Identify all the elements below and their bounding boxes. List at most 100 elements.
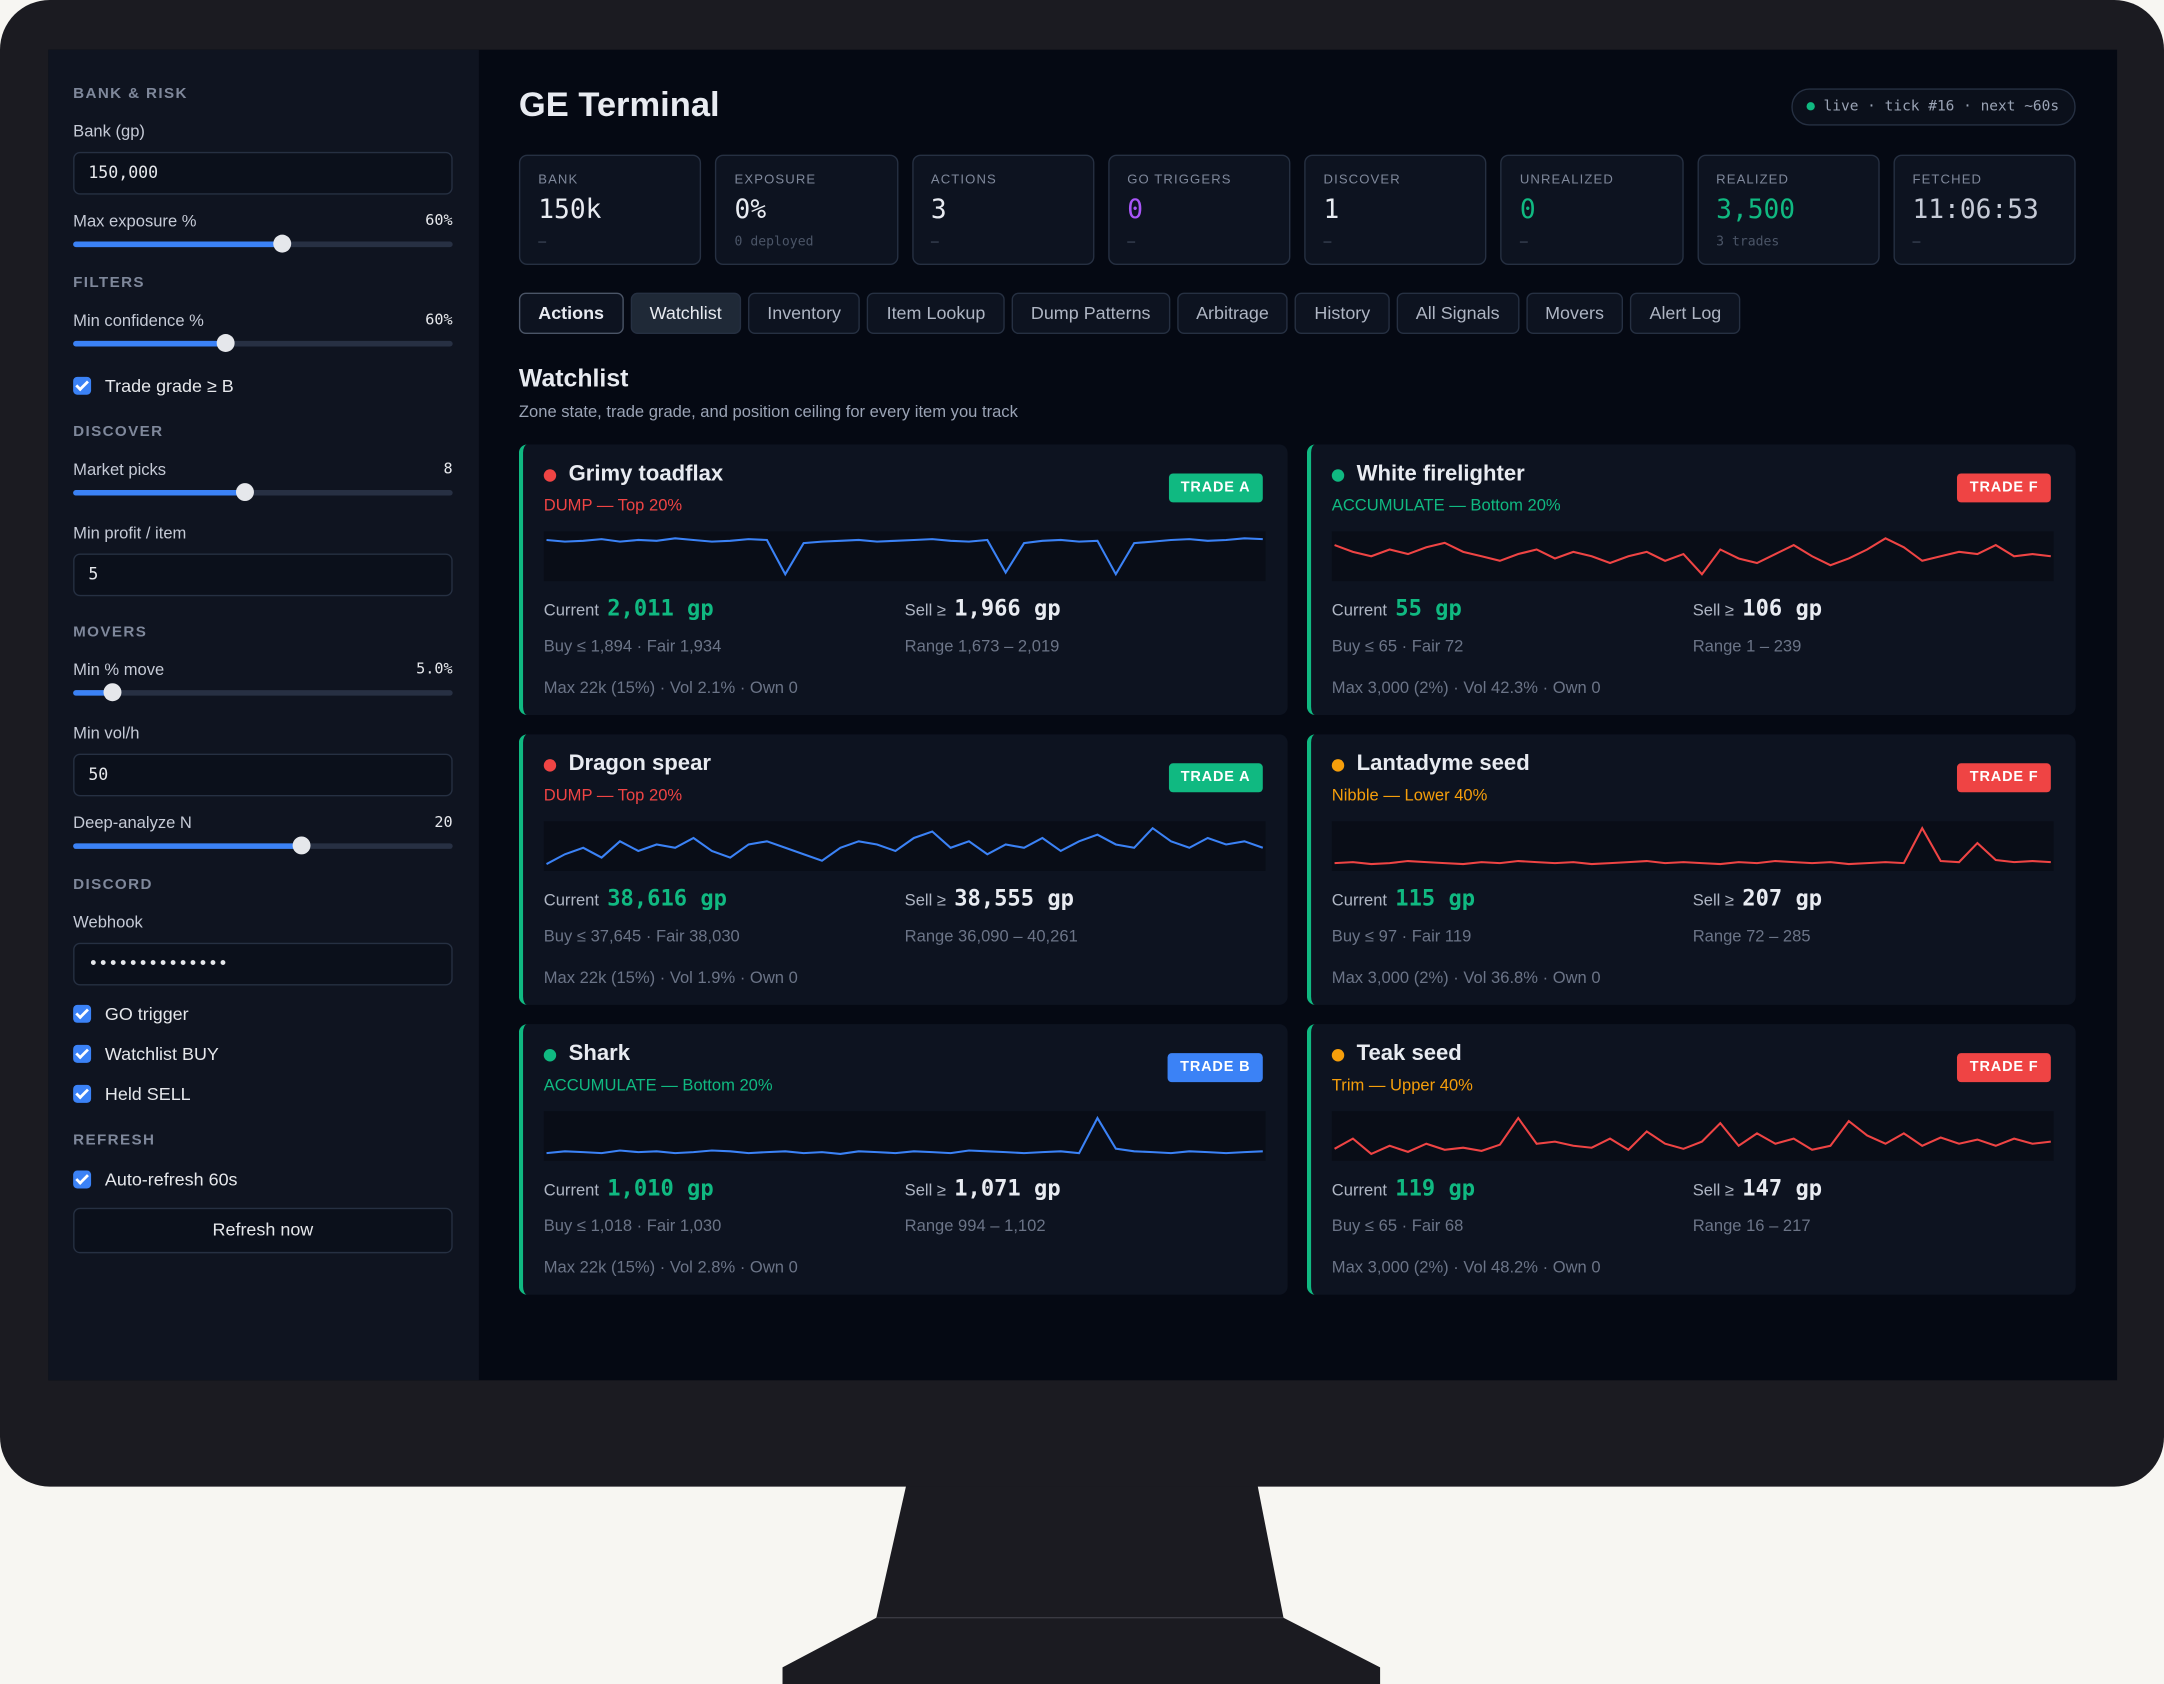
text-input[interactable]: 150,000 (73, 151, 453, 195)
checkbox[interactable]: Watchlist BUY (73, 1042, 453, 1064)
checkbox-box[interactable] (73, 376, 92, 395)
text-input[interactable]: 5 (73, 553, 453, 597)
slider-thumb[interactable] (292, 836, 311, 855)
checkbox-label: Watchlist BUY (104, 1042, 219, 1064)
current-value: 119 gp (1395, 1174, 1476, 1201)
section-heading: REFRESH (73, 1131, 156, 1149)
slider[interactable] (73, 334, 453, 352)
slider-fill (73, 241, 282, 248)
sparkline-path (546, 1115, 1263, 1155)
checkbox-label: Held SELL (104, 1082, 191, 1104)
stat-sub: — (538, 234, 547, 250)
field-label-row: Bank (gp) (73, 121, 453, 140)
stat-sub: — (1519, 234, 1528, 250)
watchlist-card[interactable]: Shark ACCUMULATE — Bottom 20% TRADE B Curre… (518, 1024, 1288, 1295)
item-name-row: White firelighter (1331, 462, 2054, 487)
buy-fair: Buy ≤ 65 · Fair 72 (1331, 636, 1464, 656)
field-label: Bank (gp) (73, 121, 145, 141)
tab[interactable]: All Signals (1396, 292, 1519, 335)
price-row: Current 38,616 gp Buy ≤ 37,645 · Fair 38,0… (544, 885, 1266, 946)
tab[interactable]: Inventory (747, 292, 861, 335)
monitor-frame: BANK & RISK Bank (gp) 150,000 Max exposure … (0, 0, 2164, 1487)
field-label-row: Webhook (73, 912, 453, 931)
stat-card: REALIZED 3,500 3 trades (1696, 154, 1880, 266)
checkbox[interactable]: GO trigger (73, 1002, 453, 1024)
text-input[interactable]: •••••••••••••• (73, 942, 453, 986)
tab[interactable]: Arbitrage (1176, 292, 1289, 335)
card-footer: Max 3,000 (2%) · Vol 48.2% · Own 0 (1331, 1257, 1601, 1277)
signal-label: Nibble — Lower 40% (1331, 785, 1488, 805)
checkbox[interactable]: Auto-refresh 60s (73, 1168, 453, 1190)
item-name-row: Grimy toadflax (543, 462, 1266, 487)
checkbox-box[interactable] (73, 1004, 92, 1023)
sell-value: 1,071 gp (954, 1174, 1061, 1201)
sell-col: Sell ≥ 147 gp Range 16 – 217 (1693, 1175, 2054, 1236)
sell-col: Sell ≥ 1,071 gp Range 994 – 1,102 (905, 1175, 1266, 1236)
tab[interactable]: Watchlist (630, 292, 742, 335)
watchlist-card[interactable]: Grimy toadflax DUMP — Top 20% TRADE A Curre… (518, 444, 1288, 715)
screen: BANK & RISK Bank (gp) 150,000 Max exposure … (48, 49, 2118, 1381)
checkbox-box[interactable] (73, 1084, 92, 1103)
sparkline-path (1334, 1116, 2051, 1156)
current-value: 115 gp (1395, 884, 1476, 911)
price-row: Current 55 gp Buy ≤ 65 · Fair 72 Sell ≥ 106 … (1332, 595, 2054, 656)
sell-value: 38,555 gp (954, 884, 1074, 911)
tab[interactable]: Alert Log (1630, 292, 1741, 335)
checkbox[interactable]: Trade grade ≥ B (73, 374, 453, 396)
slider-thumb[interactable] (216, 334, 235, 352)
stat-sub: 0 deployed (734, 234, 814, 250)
item-name: Teak seed (1356, 1042, 1462, 1066)
slider[interactable] (73, 483, 453, 502)
checkbox[interactable]: Held SELL (73, 1082, 453, 1104)
price-range: Range 72 – 285 (1692, 926, 1811, 946)
current-col: Current 115 gp Buy ≤ 97 · Fair 119 (1332, 885, 1693, 946)
stat-value: 0 (1519, 194, 1536, 225)
watchlist-card[interactable]: Lantadyme seed Nibble — Lower 40% TRADE F C… (1306, 734, 2076, 1005)
card-footer: Max 3,000 (2%) · Vol 42.3% · Own 0 (1331, 677, 1601, 698)
slider-thumb[interactable] (235, 483, 254, 502)
sell-col: Sell ≥ 38,555 gp Range 36,090 – 40,261 (905, 885, 1266, 946)
tab[interactable]: Movers (1525, 292, 1624, 335)
sell-value: 207 gp (1742, 884, 1823, 911)
tab[interactable]: Actions (518, 292, 624, 335)
stat-label: REALIZED (1716, 172, 1790, 188)
slider-thumb[interactable] (273, 234, 292, 253)
slider[interactable] (73, 683, 453, 702)
watchlist-card[interactable]: Dragon spear DUMP — Top 20% TRADE A Current… (518, 734, 1288, 1005)
slider[interactable] (73, 836, 453, 855)
field-label: Min confidence % (73, 310, 204, 330)
item-name: White firelighter (1356, 462, 1525, 486)
section-subtitle: Zone state, trade grade, and position ce… (518, 401, 1018, 421)
refresh-button[interactable]: Refresh now (73, 1207, 453, 1254)
tab[interactable]: History (1295, 292, 1390, 335)
buy-fair: Buy ≤ 65 · Fair 68 (1331, 1216, 1464, 1236)
checkbox-box[interactable] (73, 1169, 92, 1188)
tab[interactable]: Dump Patterns (1011, 292, 1170, 335)
tab[interactable]: Item Lookup (867, 292, 1005, 335)
price-range: Range 16 – 217 (1692, 1216, 1811, 1236)
current-label: Current (1331, 890, 1388, 910)
status-dot (1331, 1048, 1345, 1061)
slider[interactable] (73, 234, 453, 253)
watchlist-grid: Grimy toadflax DUMP — Top 20% TRADE A Curre… (518, 444, 2076, 1295)
current-line: Current 115 gp (1332, 885, 1693, 913)
item-name-row: Lantadyme seed (1331, 752, 2054, 777)
grade-badge: TRADE A (1168, 763, 1263, 793)
stat-label: GO TRIGGERS (1127, 172, 1232, 188)
sell-line: Sell ≥ 106 gp (1693, 595, 2054, 623)
sell-line: Sell ≥ 38,555 gp (905, 885, 1266, 913)
stat-label: UNREALIZED (1519, 172, 1614, 188)
text-input[interactable]: 50 (73, 753, 453, 797)
slider-thumb[interactable] (102, 683, 121, 702)
sell-line: Sell ≥ 147 gp (1693, 1175, 2054, 1203)
stat-card: GO TRIGGERS 0 — (1107, 154, 1291, 266)
sell-value: 1,966 gp (954, 594, 1061, 622)
watchlist-card[interactable]: Teak seed Trim — Upper 40% TRADE F Current 1… (1306, 1024, 2076, 1295)
grade-badge: TRADE F (1957, 763, 2051, 793)
status-pill: live · tick #16 · next ~60s (1791, 88, 2076, 126)
sell-value: 147 gp (1742, 1174, 1823, 1201)
checkbox-box[interactable] (73, 1044, 92, 1063)
stat-value: 0 (1127, 194, 1144, 225)
watchlist-card[interactable]: White firelighter ACCUMULATE — Bottom 20%… (1306, 444, 2076, 715)
